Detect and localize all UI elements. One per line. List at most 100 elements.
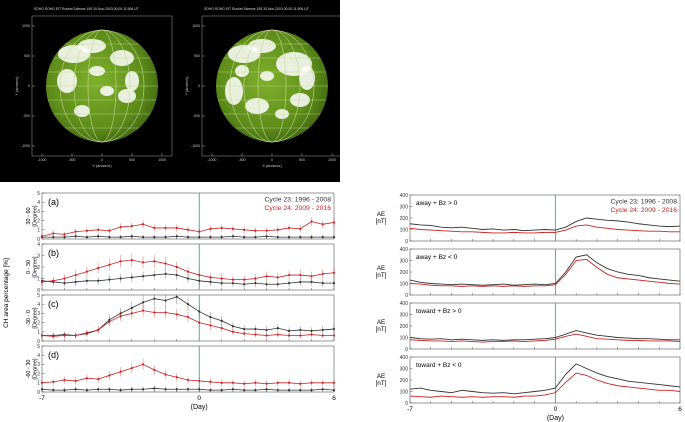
data-point xyxy=(74,388,77,391)
data-point xyxy=(287,389,291,392)
y-tick-label: 5 xyxy=(37,293,40,299)
solar-y-tick-label: 0 xyxy=(198,84,200,88)
data-point xyxy=(141,223,145,226)
coronal-hole-region xyxy=(235,65,249,77)
data-point xyxy=(231,388,235,391)
data-point xyxy=(52,389,55,392)
solar-y-tick-label: 500 xyxy=(24,54,30,58)
coronal-hole-region xyxy=(89,66,105,76)
panel-label: toward + Bz < 0 xyxy=(416,362,462,369)
data-point xyxy=(40,235,44,238)
panel-label: toward + Bz > 0 xyxy=(416,308,462,315)
data-point xyxy=(108,278,111,281)
series-line-cycle24 xyxy=(409,333,681,343)
data-point xyxy=(164,236,167,239)
data-point xyxy=(276,327,279,330)
data-point xyxy=(97,328,100,332)
data-point xyxy=(52,279,55,282)
data-point xyxy=(153,260,156,263)
data-point xyxy=(97,378,100,381)
data-point xyxy=(254,277,257,280)
series-line-cycle23 xyxy=(409,363,681,395)
data-point xyxy=(164,311,167,314)
data-point xyxy=(209,227,212,230)
data-point xyxy=(287,329,291,332)
data-point xyxy=(141,309,145,312)
y-tick-label: 4 xyxy=(37,200,40,206)
data-point xyxy=(220,226,223,230)
data-point xyxy=(265,283,268,286)
data-point xyxy=(243,382,246,385)
data-point xyxy=(299,382,302,385)
y-tick-label: 1 xyxy=(37,276,40,282)
data-point xyxy=(40,334,44,337)
x-tick-label: 6 xyxy=(332,395,336,402)
panel-y-label: [nT] xyxy=(376,272,387,279)
series-line-cycle23 xyxy=(409,330,680,341)
data-point xyxy=(108,374,111,377)
data-point xyxy=(153,387,156,390)
data-point xyxy=(254,229,257,232)
data-point xyxy=(175,226,178,230)
panel-frame xyxy=(409,248,681,296)
panel-y-label: [nT] xyxy=(376,218,387,225)
solar-image-header: SOHO SOHO EIT Rocket Science 195 30-Nov-… xyxy=(34,7,139,11)
series-line-cycle23 xyxy=(409,254,681,286)
x-axis-label: (Day) xyxy=(191,404,208,411)
data-point xyxy=(52,236,55,239)
data-point xyxy=(243,283,246,286)
solar-x-axis-label: X (arcsecs) xyxy=(262,164,282,168)
data-point xyxy=(243,236,246,239)
data-point xyxy=(220,319,223,322)
data-point xyxy=(299,328,302,332)
y-tick-label: 400 xyxy=(400,301,409,307)
data-point xyxy=(198,236,201,239)
data-point xyxy=(97,267,100,270)
data-point xyxy=(63,277,66,280)
data-point xyxy=(175,273,178,277)
panel-label: (c) xyxy=(48,299,59,309)
y-tick-label: 200 xyxy=(400,270,409,276)
data-point xyxy=(119,260,122,263)
data-point xyxy=(97,228,100,231)
data-point xyxy=(175,388,178,391)
data-point xyxy=(119,315,122,318)
data-point xyxy=(209,389,212,392)
data-point xyxy=(153,311,156,314)
data-point xyxy=(299,334,302,337)
coronal-hole-region xyxy=(118,89,136,103)
panel-y-label: 0 - 30 xyxy=(26,260,32,274)
data-point xyxy=(231,278,235,281)
solar-image-header: SOHO SOHO EIT Rocket Science 195 30-Nov-… xyxy=(204,7,309,11)
chart-panel-3: 0 100 200 300 400 toward + Bz > 0 AE[nT] xyxy=(376,301,681,353)
data-point xyxy=(85,236,89,239)
panel-y-label: [Degree] xyxy=(33,358,39,380)
data-point xyxy=(164,226,167,230)
x-tick-label: 6 xyxy=(678,406,682,413)
data-point xyxy=(254,282,257,285)
data-point xyxy=(276,236,279,239)
data-point xyxy=(40,280,44,284)
data-point xyxy=(108,320,111,323)
coronal-hole-region xyxy=(225,77,243,105)
data-point xyxy=(243,228,246,231)
data-point xyxy=(186,303,190,306)
data-point xyxy=(130,259,133,262)
data-point xyxy=(254,381,257,384)
data-point xyxy=(186,277,190,280)
y-tick-label: 2 xyxy=(37,371,40,377)
data-point xyxy=(85,279,89,282)
data-point xyxy=(265,388,268,391)
data-point xyxy=(40,388,44,391)
solar-image-1: SOHO SOHO EIT Rocket Science 195 30-Nov-… xyxy=(15,7,173,168)
data-point xyxy=(186,378,190,382)
data-point xyxy=(153,297,156,300)
solar-y-tick-label: 1000 xyxy=(22,24,30,28)
panel-y-label: AE xyxy=(377,265,385,272)
data-point xyxy=(74,280,77,284)
data-point xyxy=(74,379,77,383)
data-point xyxy=(287,236,291,239)
y-tick-label: 1 xyxy=(37,330,40,336)
data-point xyxy=(164,272,167,275)
